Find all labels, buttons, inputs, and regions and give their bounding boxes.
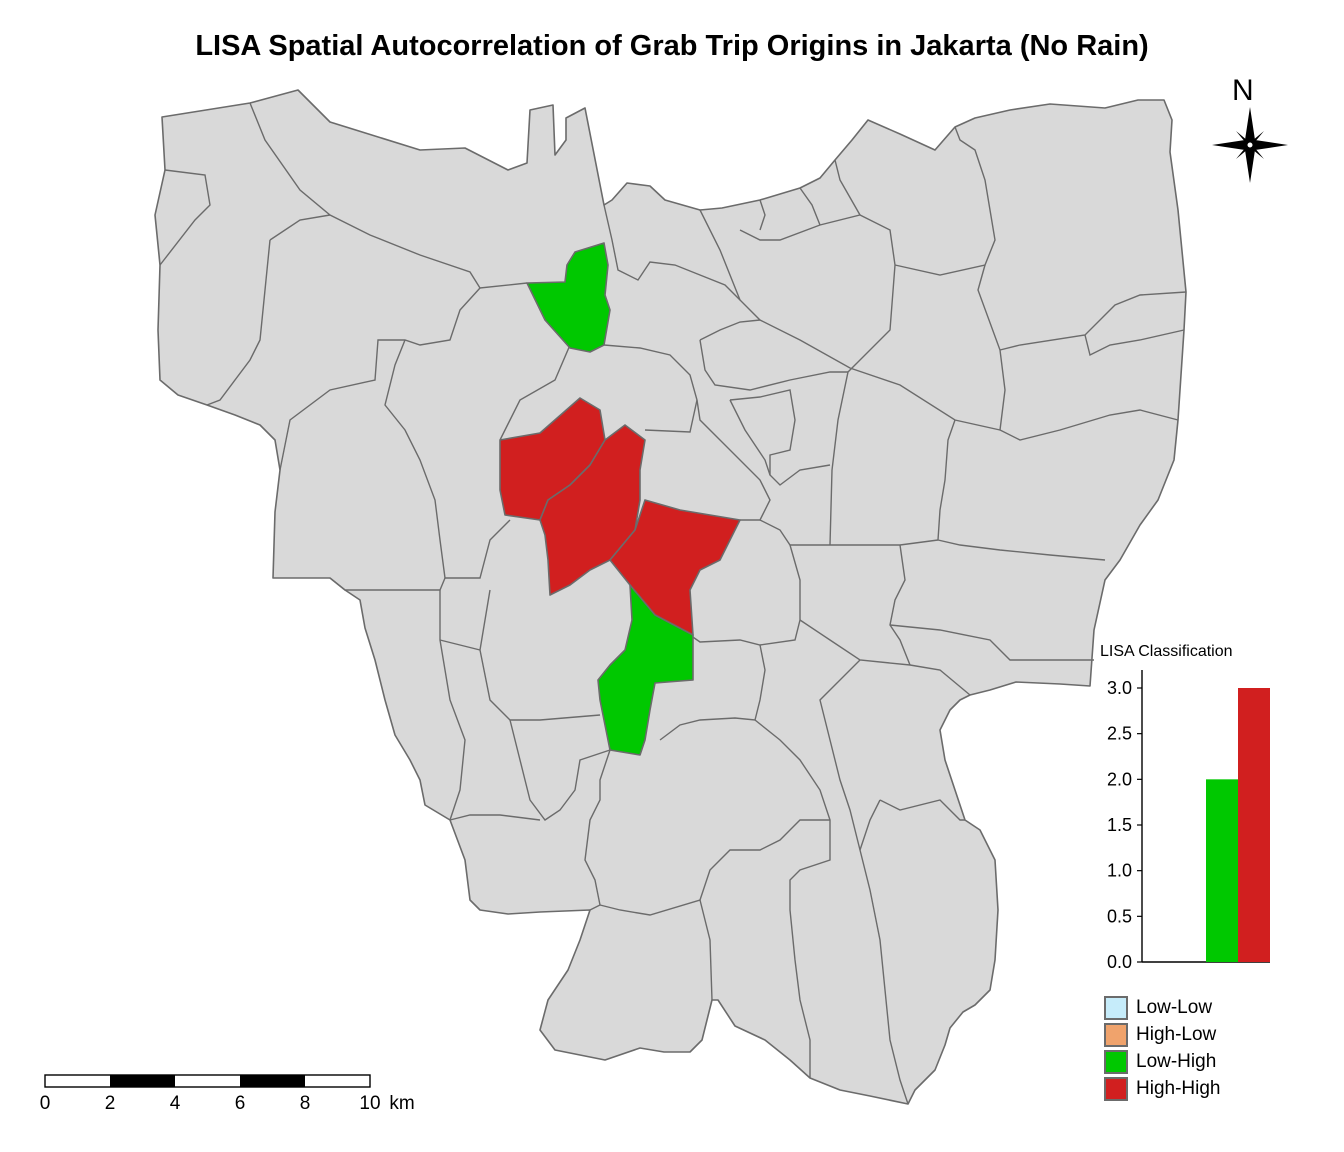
legend-item-low-high: Low-High <box>1104 1048 1220 1075</box>
legend-title: LISA Classification <box>1100 643 1233 660</box>
legend-histogram: 0.0 0.5 1.0 1.5 2.0 2.5 3.0 <box>1107 670 1270 972</box>
legend-histogram-bar-low-high <box>1206 779 1238 962</box>
legend-item-high-low: High-Low <box>1104 1021 1220 1048</box>
legend-histogram-ytick-label: 3.0 <box>1107 678 1132 698</box>
scale-bar-frame <box>44 1074 371 1088</box>
district-high-high-central <box>539 424 646 596</box>
legend-swatch-high-high <box>1104 1076 1128 1101</box>
scale-bar-tick-label: 10 <box>359 1093 381 1114</box>
scale-bar-tick-label: 8 <box>299 1093 311 1114</box>
legend-histogram-ytick-label: 2.0 <box>1107 769 1132 789</box>
legend-histogram-ytick-label: 1.5 <box>1107 815 1132 835</box>
legend-histogram-ytick-label: 1.0 <box>1107 861 1132 881</box>
legend-label-high-high: High-High <box>1136 1077 1221 1099</box>
scale-bar-segment <box>110 1075 175 1087</box>
district-borders <box>159 102 1187 1105</box>
legend-item-high-high: High-High <box>1104 1075 1220 1102</box>
legend-swatch-low-low <box>1104 995 1128 1020</box>
legend-swatch-low-high <box>1104 1049 1128 1074</box>
scale-bar-tick-label: 0 <box>39 1093 51 1114</box>
scale-bar-tick-label: 4 <box>169 1093 181 1114</box>
north-arrow-icon <box>1212 107 1288 183</box>
legend-histogram-bar-high-high <box>1238 688 1270 962</box>
scale-bar <box>44 1074 371 1088</box>
legend-item-low-low: Low-Low <box>1104 994 1220 1021</box>
legend-keys: Low-Low High-Low Low-High High-High <box>1104 994 1220 1102</box>
legend-histogram-ytick-label: 0.5 <box>1107 906 1132 926</box>
scale-bar-unit: km <box>389 1093 415 1114</box>
legend-label-low-low: Low-Low <box>1136 996 1213 1018</box>
district-low-high-south <box>597 584 694 756</box>
legend-label-low-high: Low-High <box>1136 1050 1217 1072</box>
scale-bar-tick-label: 2 <box>104 1093 116 1114</box>
scale-bar-tick-label: 6 <box>234 1093 246 1114</box>
legend-swatch-high-low <box>1104 1022 1128 1047</box>
legend-histogram-ytick-label: 2.5 <box>1107 724 1132 744</box>
district-map <box>154 89 1187 1105</box>
legend-histogram-ytick-label: 0.0 <box>1107 952 1132 972</box>
map-title: LISA Spatial Autocorrelation of Grab Tri… <box>195 30 1149 62</box>
legend-label-high-low: High-Low <box>1136 1023 1217 1045</box>
scale-bar-segment <box>240 1075 305 1087</box>
district-low-high-north <box>526 242 611 353</box>
north-label: N <box>1232 74 1254 107</box>
